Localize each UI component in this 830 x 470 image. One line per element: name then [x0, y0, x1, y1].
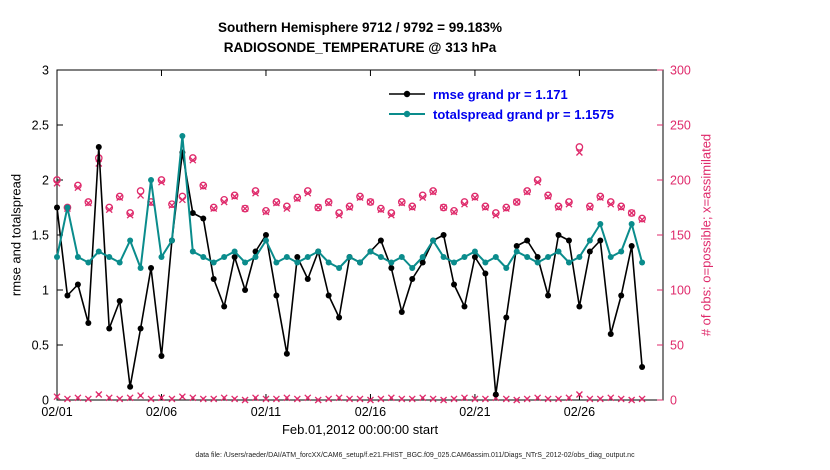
- svg-text:2: 2: [42, 174, 49, 188]
- svg-text:150: 150: [670, 229, 691, 243]
- svg-text:02/01: 02/01: [41, 405, 72, 419]
- svg-text:2.5: 2.5: [32, 119, 49, 133]
- svg-text:0: 0: [42, 394, 49, 408]
- legend-label-rmse: rmse grand pr = 1.171: [433, 86, 568, 102]
- legend-item-rmse: rmse grand pr = 1.171: [388, 84, 614, 104]
- svg-text:250: 250: [670, 119, 691, 133]
- svg-text:02/16: 02/16: [355, 405, 386, 419]
- x-axis-label: Feb.01,2012 00:00:00 start: [281, 422, 439, 437]
- svg-text:3: 3: [42, 64, 49, 78]
- svg-text:02/06: 02/06: [146, 405, 177, 419]
- rmse-line-sample-icon: [389, 90, 425, 98]
- data-file-caption: data file: /Users/raeder/DAI/ATM_forcXX/…: [195, 452, 635, 459]
- chart-title-line2: RADIOSONDE_TEMPERATURE @ 313 hPa: [223, 40, 497, 55]
- chart-title-line1: Southern Hemisphere 9712 / 9792 = 99.183…: [217, 20, 503, 35]
- svg-text:0.5: 0.5: [32, 339, 49, 353]
- svg-text:02/26: 02/26: [564, 405, 595, 419]
- svg-text:50: 50: [670, 339, 684, 353]
- left-y-axis-label: rmse and totalspread: [8, 173, 24, 297]
- svg-text:1: 1: [42, 284, 49, 298]
- svg-text:300: 300: [670, 64, 691, 78]
- svg-text:02/11: 02/11: [251, 405, 281, 419]
- legend-label-totalspread: totalspread grand pr = 1.1575: [433, 106, 614, 122]
- svg-text:200: 200: [670, 174, 691, 188]
- svg-text:1.5: 1.5: [32, 229, 49, 243]
- totalspread-line-sample-icon: [389, 110, 425, 118]
- svg-text:100: 100: [670, 284, 691, 298]
- right-y-axis-label: # of obs: o=possible; x=assimilated: [698, 133, 714, 337]
- svg-text:0: 0: [670, 394, 677, 408]
- legend-item-totalspread: totalspread grand pr = 1.1575: [388, 104, 614, 124]
- svg-text:02/21: 02/21: [459, 405, 490, 419]
- legend: rmse grand pr = 1.171 totalspread grand …: [388, 84, 614, 124]
